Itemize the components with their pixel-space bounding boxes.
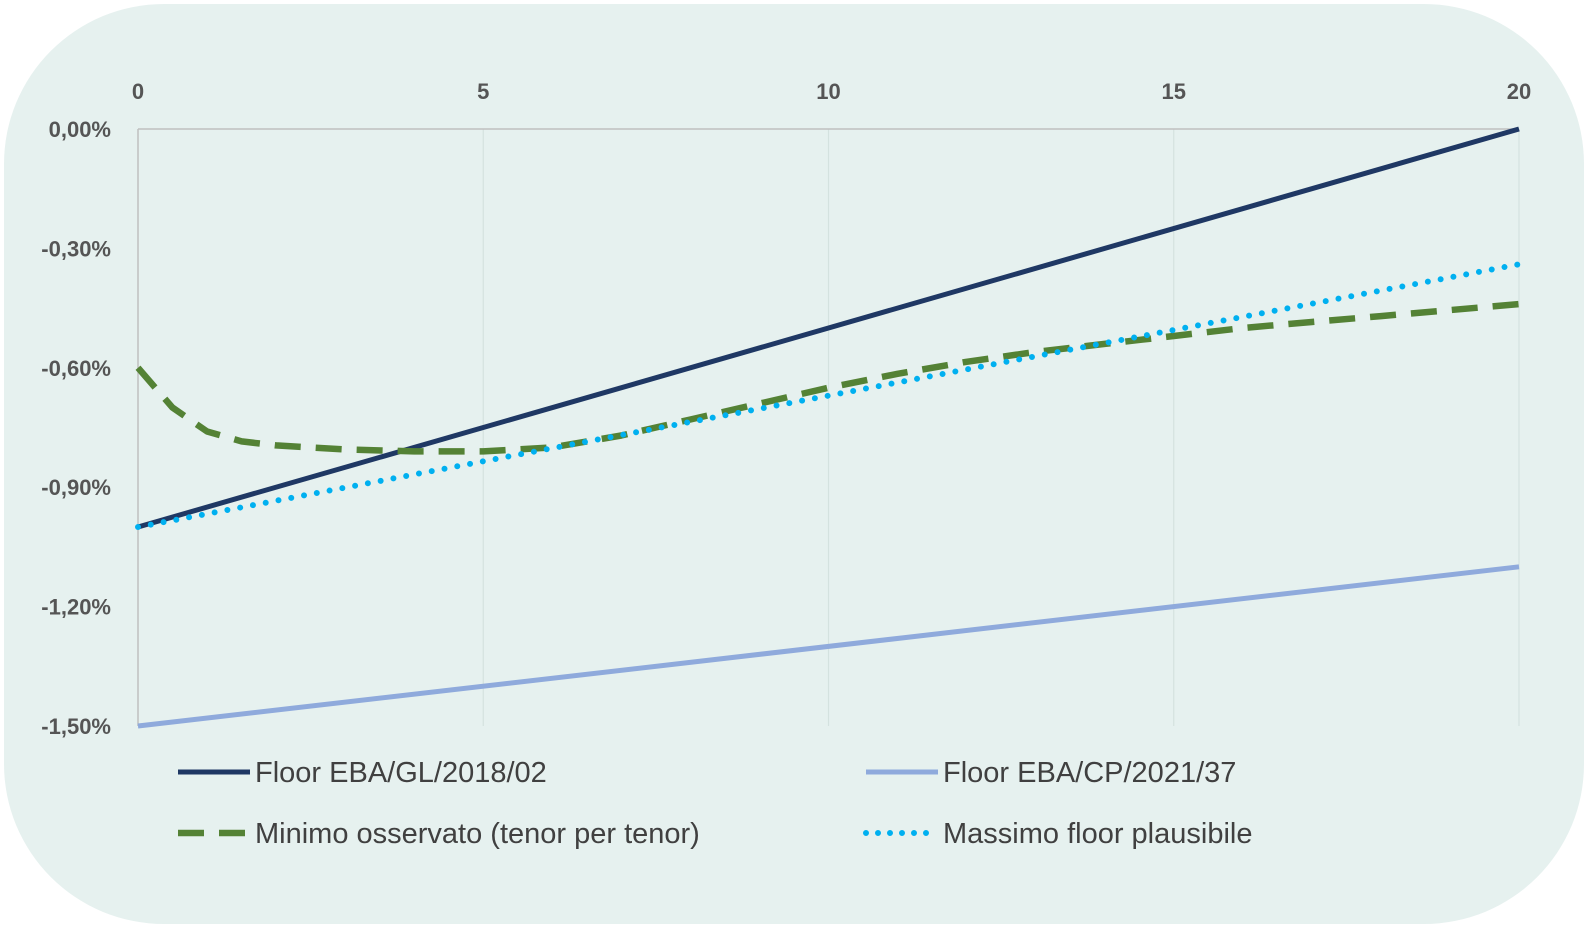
legend-label: Floor EBA/CP/2021/37 [943, 757, 1236, 789]
x-tick-label: 0 [132, 79, 144, 104]
y-tick-label: -1,20% [41, 595, 111, 620]
y-tick-label: 0,00% [49, 117, 111, 142]
tick-labels: 0 5 10 15 20 0,00% -0,30% -0,60% -0,90% -1,20% -1,… [41, 79, 1531, 739]
legend-item: Floor EBA/GL/2018/02 [178, 757, 547, 789]
grid-lines [482, 129, 1520, 726]
x-tick-label: 20 [1507, 79, 1531, 104]
legend-item: Minimo osservato (tenor per tenor) [178, 818, 700, 850]
y-tick-label: -1,50% [41, 714, 111, 739]
series-lines [135, 126, 1522, 729]
x-tick-label: 10 [816, 79, 840, 104]
y-tick-label: -0,60% [41, 356, 111, 381]
x-tick-label: 15 [1162, 79, 1186, 104]
legend-label: Floor EBA/GL/2018/02 [255, 757, 547, 789]
legend-item: Massimo floor plausibile [863, 818, 1252, 850]
y-tick-label: -0,30% [41, 236, 111, 261]
series-line-floor-eba-cp-2021-37 [137, 564, 1520, 729]
series-line-massimo-floor-plausibile [135, 261, 1522, 530]
series-line-minimo-osservato-tenor-per-tenor [135, 300, 1520, 455]
chart-card [4, 4, 1584, 924]
legend-label: Minimo osservato (tenor per tenor) [255, 818, 700, 850]
legend-item: Floor EBA/CP/2021/37 [866, 757, 1236, 789]
axes [137, 128, 1519, 726]
legend-label: Massimo floor plausibile [943, 818, 1252, 850]
y-tick-label: -0,90% [41, 475, 111, 500]
x-tick-label: 5 [477, 79, 489, 104]
legend: Floor EBA/GL/2018/02 Floor EBA/CP/2021/37… [178, 757, 1252, 850]
series-line-floor-eba-gl-2018-02 [137, 126, 1520, 530]
